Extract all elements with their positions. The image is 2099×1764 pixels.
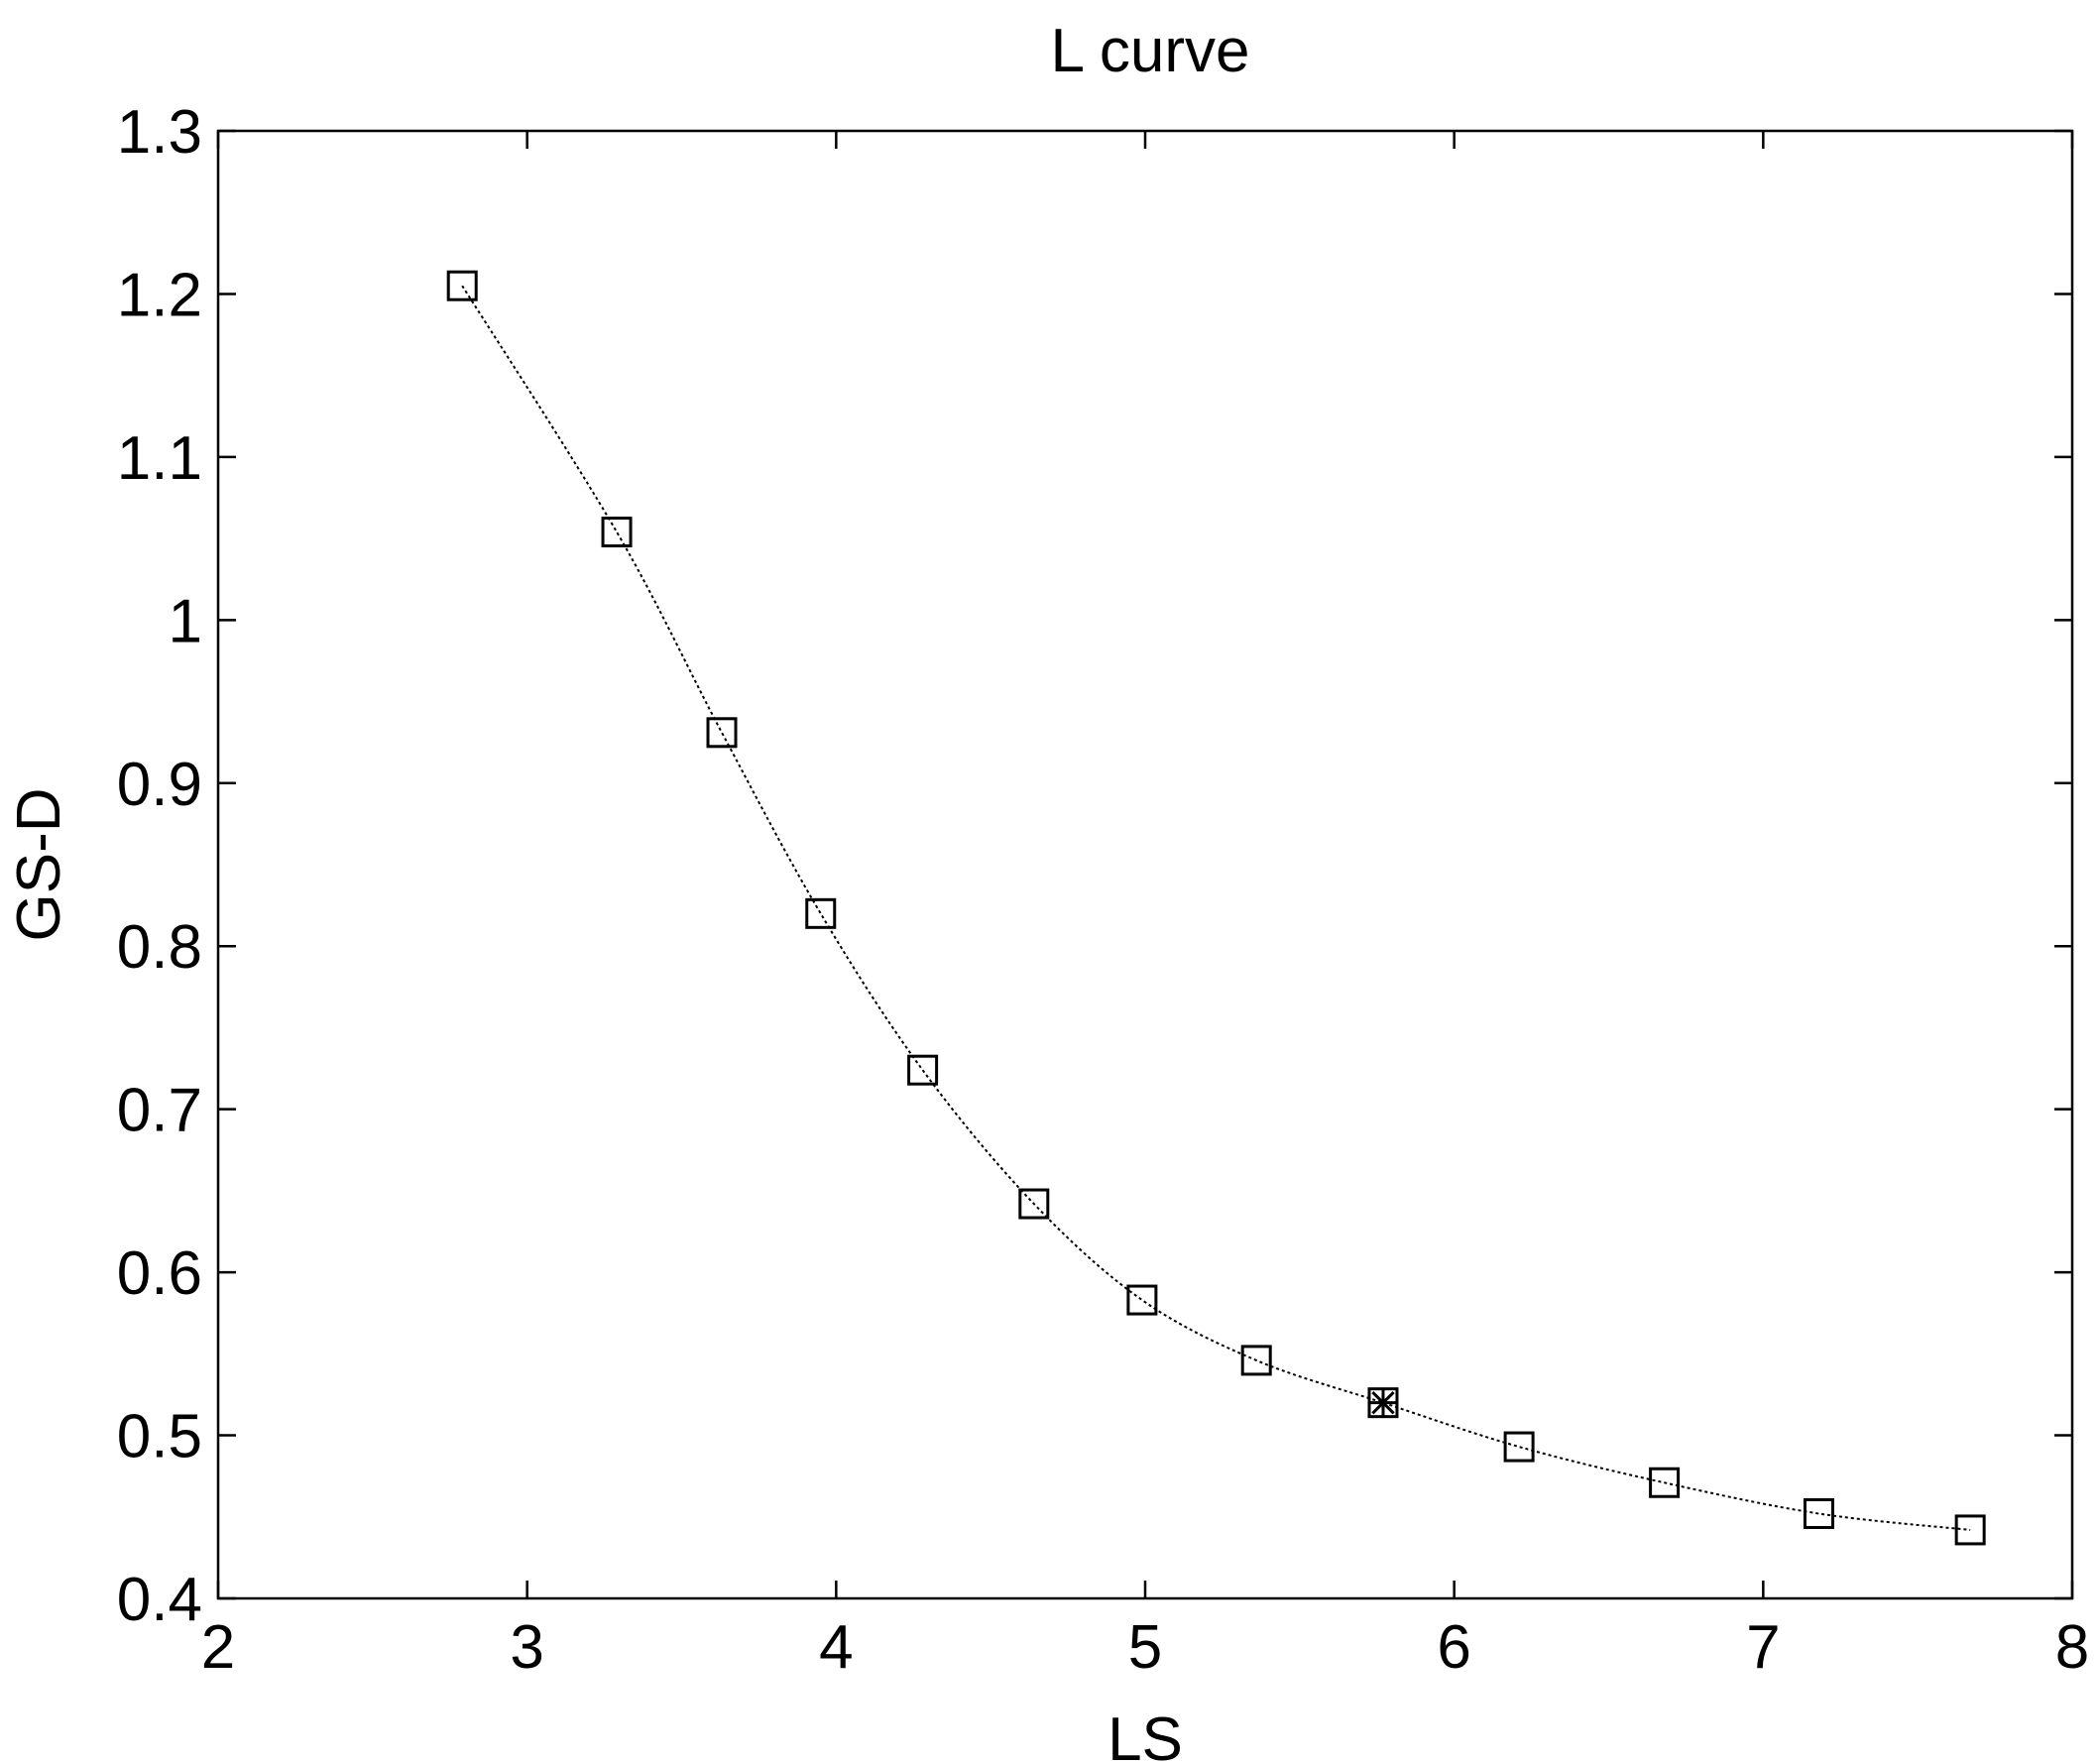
x-axis-ticks	[216, 131, 2074, 1598]
series-line	[461, 285, 1971, 1531]
highlight-asterisk-marker	[1367, 1387, 1398, 1418]
y-tick-label-5: 0.9	[117, 751, 202, 819]
x-axis-tick-labels: 2 3 4 5 6 7 8	[201, 1613, 2089, 1682]
x-tick-label-1: 3	[510, 1613, 543, 1682]
y-tick-label-6: 1	[169, 587, 202, 655]
plot-area-frame	[216, 129, 2074, 1600]
y-axis-label: GS-D	[5, 788, 73, 942]
y-tick-label-7: 1.1	[117, 424, 202, 493]
x-tick-label-0: 2	[201, 1613, 235, 1682]
chart-title: L curve	[1050, 17, 1249, 85]
data-point-9	[1503, 1431, 1535, 1463]
x-tick-label-4: 6	[1437, 1613, 1470, 1682]
data-point-1	[601, 517, 633, 548]
data-point-4	[907, 1054, 939, 1086]
data-point-12	[1954, 1514, 1986, 1546]
data-point-3	[805, 897, 837, 929]
series-markers	[446, 270, 1986, 1546]
y-tick-label-8: 1.2	[117, 261, 202, 329]
y-tick-label-9: 1.3	[117, 98, 202, 167]
data-point-2	[706, 717, 738, 749]
y-tick-label-4: 0.8	[117, 913, 202, 982]
data-point-7	[1240, 1345, 1272, 1376]
y-tick-label-3: 0.7	[117, 1077, 202, 1145]
y-tick-label-2: 0.6	[117, 1239, 202, 1308]
x-tick-label-6: 8	[2055, 1613, 2089, 1682]
x-tick-label-5: 7	[1746, 1613, 1780, 1682]
y-tick-label-0: 0.4	[117, 1566, 202, 1634]
y-tick-label-1: 0.5	[117, 1403, 202, 1471]
x-tick-label-2: 4	[819, 1613, 853, 1682]
data-point-5	[1018, 1188, 1050, 1220]
y-axis-tick-labels: 0.4 0.5 0.6 0.7 0.8 0.9 1 1.1 1.2 1.3	[117, 98, 202, 1634]
x-tick-label-3: 5	[1128, 1613, 1162, 1682]
data-point-10	[1649, 1467, 1681, 1498]
asterisk-stroke-3	[1371, 1390, 1395, 1415]
data-point-0	[446, 270, 478, 301]
data-point-6	[1126, 1284, 1158, 1316]
y-axis-ticks	[218, 129, 2072, 1600]
data-point-11	[1803, 1497, 1834, 1529]
x-axis-label: LS	[1108, 1705, 1183, 1764]
